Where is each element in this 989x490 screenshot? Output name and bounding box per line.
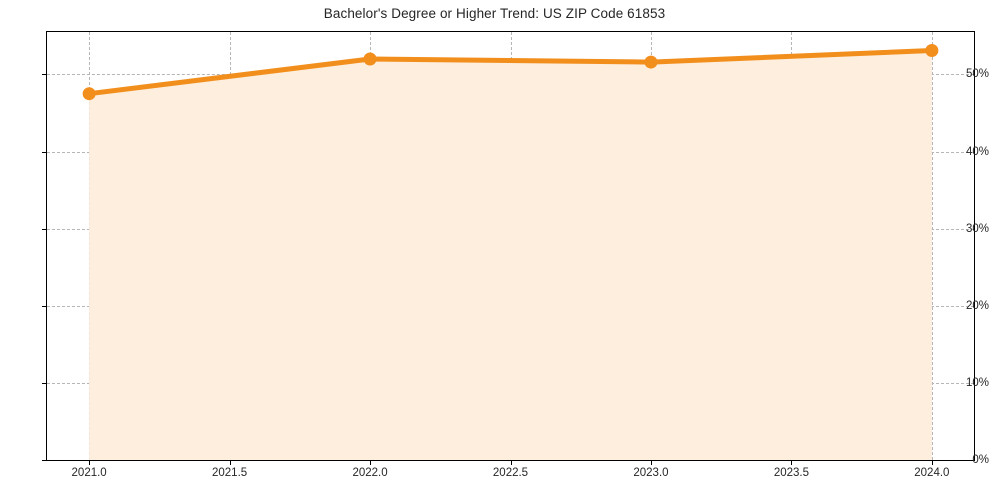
x-tick-mark — [229, 461, 231, 465]
data-point-marker — [644, 55, 658, 69]
x-tick-mark — [510, 461, 512, 465]
x-tick-label: 2024.0 — [914, 467, 950, 479]
data-point-marker — [82, 87, 96, 101]
gridline-horizontal — [47, 460, 974, 461]
plot-area — [46, 31, 975, 461]
x-tick-label: 2023.5 — [773, 467, 809, 479]
x-tick-label: 2022.5 — [492, 467, 529, 479]
x-tick-mark — [791, 461, 793, 465]
x-tick-label: 2021.0 — [71, 467, 107, 479]
x-tick-mark — [89, 461, 91, 465]
data-point-markers — [82, 44, 939, 101]
data-point-marker — [925, 44, 939, 58]
x-tick-label: 2023.0 — [633, 467, 669, 479]
chart-title: Bachelor's Degree or Higher Trend: US ZI… — [323, 6, 666, 21]
x-tick-label: 2021.5 — [211, 467, 248, 479]
data-point-marker — [363, 52, 377, 66]
x-tick-mark — [650, 461, 652, 465]
area-fill — [89, 50, 932, 460]
line-series-bachelors-degree — [82, 44, 939, 460]
gridline-vertical — [931, 32, 933, 460]
x-tick-mark — [931, 461, 933, 465]
x-tick-mark — [370, 461, 372, 465]
x-tick-label: 2022.0 — [352, 467, 388, 479]
trend-line — [86, 48, 935, 97]
